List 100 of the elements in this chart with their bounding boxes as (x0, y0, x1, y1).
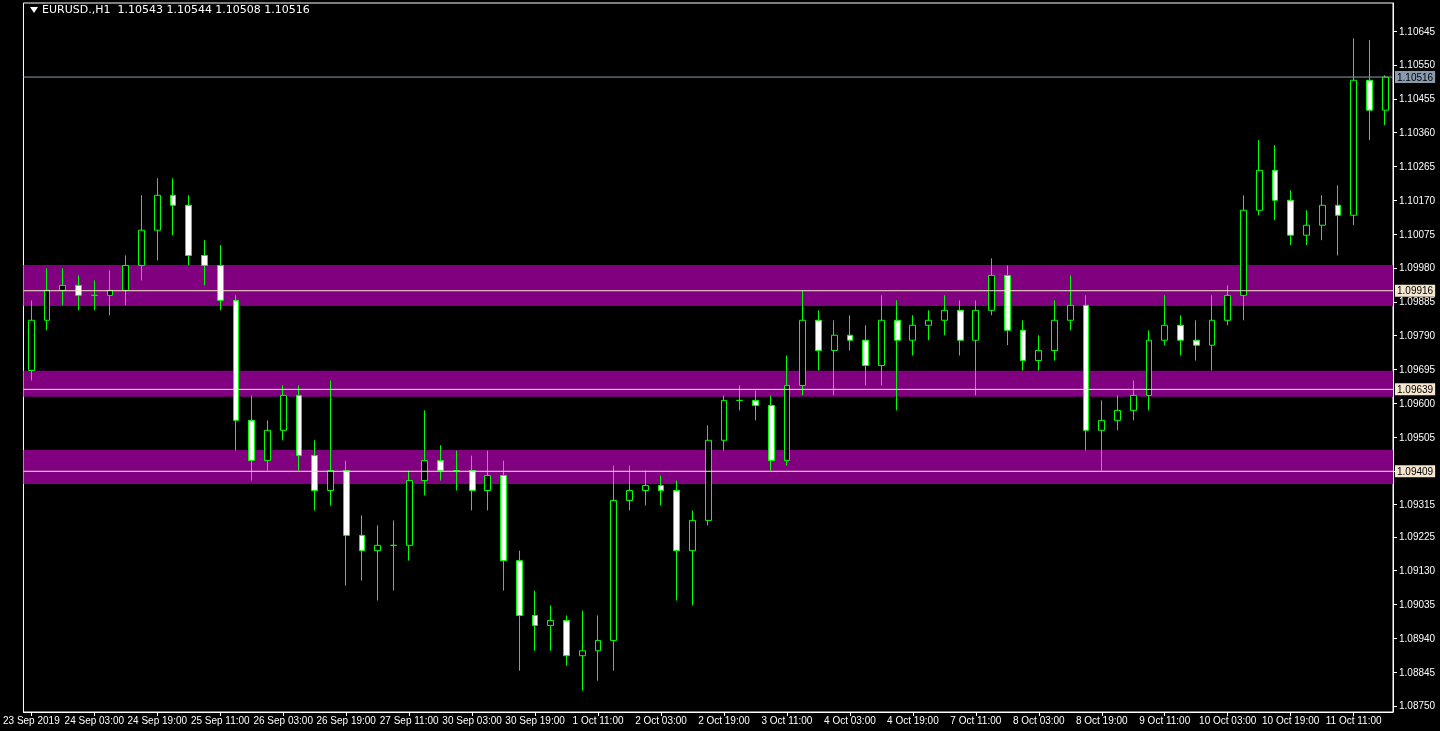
y-tick-label: 1.10550 (1399, 59, 1436, 71)
x-tick-label: 30 Sep 03:00 (442, 714, 503, 726)
candlestick (1382, 74, 1389, 126)
x-tick-label: 4 Oct 19:00 (887, 714, 940, 726)
candlestick (374, 524, 381, 602)
y-tick-label: 1.09600 (1399, 397, 1436, 409)
candlestick (1193, 319, 1200, 362)
candlestick (484, 450, 491, 511)
candlestick (736, 384, 743, 411)
candlestick (547, 605, 554, 652)
candlestick (359, 514, 365, 582)
candlestick (1319, 194, 1326, 241)
candlestick (1067, 274, 1074, 331)
y-tick-label: 1.09790 (1399, 330, 1436, 342)
candlestick (831, 319, 838, 396)
x-tick-label: 24 Sep 03:00 (64, 714, 125, 726)
candlestick (437, 444, 444, 482)
candlestick (1051, 299, 1058, 362)
candlestick (201, 239, 208, 286)
candlestick (721, 394, 727, 452)
candlestick (469, 455, 476, 511)
x-tick-label: 8 Oct 19:00 (1075, 714, 1129, 726)
x-tick-label: 2 Oct 03:00 (635, 714, 688, 726)
ref-line-label: 1.10516 (1397, 71, 1434, 83)
candlestick (563, 615, 570, 667)
candlestick (1350, 37, 1357, 226)
candlestick (1256, 139, 1263, 216)
candlestick (516, 550, 523, 672)
candlestick (768, 394, 775, 472)
y-tick-label: 1.10265 (1399, 160, 1436, 172)
candlestick (1303, 209, 1310, 246)
candlestick (44, 267, 50, 331)
candlestick (170, 177, 176, 236)
candlestick (75, 274, 82, 311)
candlestick (311, 439, 318, 511)
candlestick (138, 194, 145, 281)
candlestick (752, 389, 759, 421)
y-tick-label: 1.09315 (1399, 499, 1436, 511)
candlestick (532, 590, 538, 652)
y-tick-label: 1.09980 (1399, 262, 1436, 274)
candlestick (815, 309, 822, 371)
candlestick (784, 355, 790, 467)
candlestick (862, 324, 869, 386)
candlestick (610, 465, 617, 672)
candlestick (642, 470, 649, 506)
y-tick-label: 1.10645 (1399, 25, 1436, 37)
candlestick (154, 177, 161, 261)
candlestick (1209, 294, 1215, 371)
candlestick (1130, 379, 1137, 421)
candlestick (122, 254, 129, 306)
ref-line-label: 1.09916 (1397, 285, 1434, 297)
x-tick-label: 8 Oct 03:00 (1012, 714, 1066, 726)
candlestick (1004, 264, 1011, 346)
chart-title: EURUSD.,H1 1.10543 1.10544 1.10508 1.10516 (42, 3, 310, 16)
candlestick (972, 299, 979, 396)
y-tick-label: 1.09035 (1399, 598, 1436, 610)
x-tick-label: 10 Oct 03:00 (1199, 714, 1257, 726)
y-tick-label: 1.09885 (1399, 296, 1436, 308)
candlestick (1177, 314, 1184, 357)
candlestick (595, 615, 601, 682)
x-tick-label: 10 Oct 19:00 (1262, 714, 1320, 726)
candlestick (1161, 294, 1168, 346)
candlestick (894, 299, 901, 411)
y-tick-label: 1.10170 (1399, 194, 1436, 206)
y-tick-label: 1.08940 (1399, 632, 1436, 644)
candlestick (296, 384, 302, 472)
candlestick (1335, 184, 1341, 256)
candlestick (1272, 144, 1278, 221)
candlestick (390, 519, 397, 592)
candlestick (1035, 334, 1042, 371)
candlestick (1083, 294, 1089, 452)
candlestick (579, 610, 586, 692)
candlestick (248, 394, 255, 482)
candlestick (343, 460, 350, 587)
x-tick-label: 2 Oct 19:00 (698, 714, 751, 726)
x-tick-label: 7 Oct 11:00 (950, 714, 1002, 726)
candlestick (878, 294, 885, 386)
x-tick-label: 26 Sep 03:00 (253, 714, 314, 726)
y-tick-label: 1.10360 (1399, 127, 1436, 139)
candlestick (988, 257, 995, 316)
y-tick-label: 1.08750 (1399, 700, 1436, 712)
candlestick (909, 314, 916, 357)
x-tick-label: 1 Oct 11:00 (572, 714, 624, 726)
candlestick (658, 475, 664, 506)
candlestick (925, 309, 932, 341)
y-tick-label: 1.09505 (1399, 431, 1436, 443)
x-tick-label: 23 Sep 2019 (2, 714, 61, 726)
ref-line-label: 1.09639 (1397, 383, 1434, 395)
candlestick (327, 379, 334, 506)
candlestick (673, 480, 680, 602)
candlestick (280, 384, 287, 441)
x-tick-label: 4 Oct 03:00 (824, 714, 877, 726)
candlestick (957, 299, 964, 357)
y-tick-label: 1.09695 (1399, 363, 1436, 375)
candlestick (1287, 189, 1294, 246)
candlestick (421, 409, 428, 496)
candlestick (1146, 329, 1152, 411)
candlestick (1020, 319, 1026, 371)
candlestick (406, 470, 413, 562)
x-tick-label: 24 Sep 19:00 (127, 714, 188, 726)
